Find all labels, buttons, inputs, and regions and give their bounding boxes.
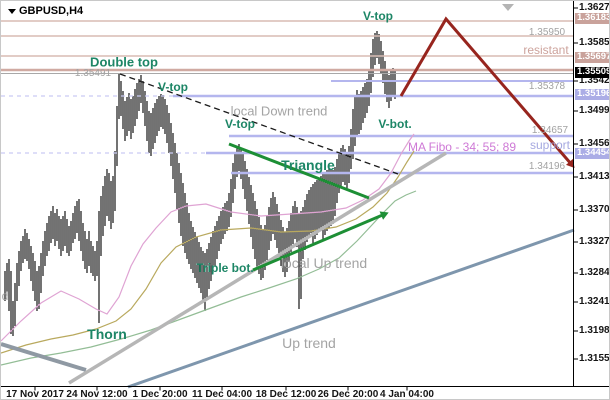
x-axis-label: 26 Dec 20:00: [317, 389, 379, 400]
level-label-134196: 1.34196: [528, 161, 566, 172]
x-axis-label: 4 Jan 04:00: [380, 389, 434, 400]
price-badge-1.34454: 1.34454: [575, 147, 610, 159]
label-v-bot: V-bot.: [378, 117, 412, 131]
y-axis-label: 1.36270: [579, 2, 610, 13]
level-label-135378: 1.35378: [528, 81, 566, 92]
red-projection-line: [399, 16, 574, 166]
price-badge-1.35697: 1.35697: [575, 51, 610, 63]
symbol-dropdown-triangle-icon[interactable]: [8, 9, 16, 14]
label-thorn: Thorn: [87, 326, 127, 342]
label-support: support: [529, 138, 571, 152]
x-axis-label: 1 Dec 20:00: [132, 389, 188, 400]
y-axis-label: 1.35850: [579, 37, 610, 48]
label-ma-fibo: MA Fibo - 34; 55; 89: [407, 140, 517, 154]
y-axis-label: 1.31550: [579, 353, 610, 364]
y-axis-label: 1.32840: [579, 267, 610, 278]
price-badge-1.35196: 1.35196: [575, 88, 610, 100]
x-axis-label: 24 Nov 12:00: [66, 389, 128, 400]
label-local-down-trend: local Down trend: [230, 103, 328, 119]
x-axis-label: 11 Dec 04:00: [191, 389, 253, 400]
label-v-top-2: V-top: [158, 80, 188, 94]
y-axis-label: 1.31980: [579, 325, 610, 336]
y-axis-label: 1.32410: [579, 296, 610, 307]
triangle-lower-line: [252, 212, 386, 272]
label-resistant: resistant: [523, 43, 569, 57]
triangle-upper-line: [228, 142, 370, 200]
y-axis-label: 1.33270: [579, 236, 610, 247]
label-double-top: Double top: [90, 54, 158, 70]
label-clipped-d: d: [1, 289, 9, 303]
x-axis-label: 17 Nov 2017: [6, 389, 64, 400]
chart-shift-marker-icon[interactable]: [502, 4, 514, 11]
y-axis-label: 1.34560: [579, 138, 610, 149]
label-v-top-3: V-top: [225, 117, 255, 131]
level-label-134657: 1.34657: [531, 125, 569, 136]
label-triple-bot: Triple bot.: [196, 261, 254, 275]
label-triangle: Triangle: [281, 157, 335, 173]
level-label-135491: 1.35491: [74, 68, 112, 79]
up-trend-steel-line: [127, 228, 575, 389]
ohlc-bars: [4, 31, 396, 336]
arrowhead-icon: [565, 159, 575, 169]
down-channel-line: [1, 342, 87, 372]
x-axis-label: 18 Dec 12:00: [255, 389, 317, 400]
price-badge-1.36183: 1.36183: [575, 12, 610, 24]
y-axis-label: 1.34130: [579, 171, 610, 182]
ma-line-ma-fibo-34: [1, 133, 415, 342]
label-v-top-1: V-top: [363, 9, 393, 23]
arrowhead-icon: [379, 211, 389, 220]
level-label-135950: 1.35950: [528, 27, 566, 38]
symbol-period-label: GBPUSD,H4: [19, 5, 84, 17]
y-axis-label: 1.35420: [579, 75, 610, 86]
label-up-trend: Up trend: [282, 335, 336, 351]
label-local-up-trend: local Up trend: [280, 255, 368, 271]
y-axis-label: 1.33700: [579, 204, 610, 215]
price-badge-1.35509: 1.35509: [575, 66, 610, 78]
y-axis-label: 1.34990: [579, 105, 610, 116]
ma-line-ma-fibo-55: [1, 150, 415, 354]
